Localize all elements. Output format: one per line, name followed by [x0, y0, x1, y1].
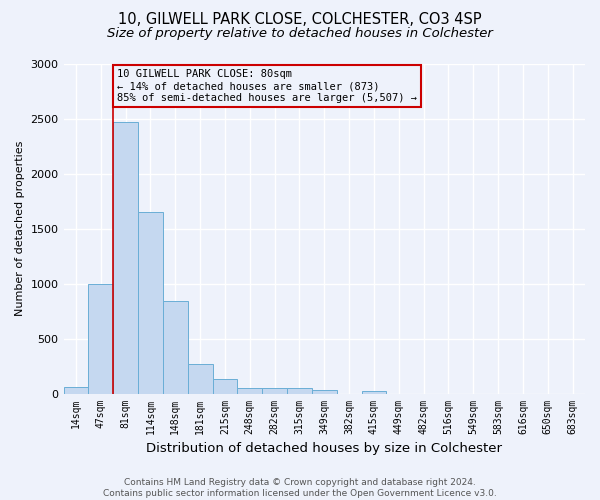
Bar [262, 388, 287, 394]
Bar [287, 388, 312, 394]
Bar [138, 212, 163, 394]
Bar [188, 364, 212, 394]
Bar [212, 380, 238, 394]
Bar [88, 284, 113, 394]
X-axis label: Distribution of detached houses by size in Colchester: Distribution of detached houses by size … [146, 442, 502, 455]
Text: Size of property relative to detached houses in Colchester: Size of property relative to detached ho… [107, 28, 493, 40]
Text: 10, GILWELL PARK CLOSE, COLCHESTER, CO3 4SP: 10, GILWELL PARK CLOSE, COLCHESTER, CO3 … [118, 12, 482, 28]
Bar [163, 302, 188, 394]
Bar [238, 388, 262, 394]
Text: Contains HM Land Registry data © Crown copyright and database right 2024.
Contai: Contains HM Land Registry data © Crown c… [103, 478, 497, 498]
Bar [312, 390, 337, 394]
Y-axis label: Number of detached properties: Number of detached properties [15, 141, 25, 316]
Bar [64, 387, 88, 394]
Bar [113, 122, 138, 394]
Text: 10 GILWELL PARK CLOSE: 80sqm
← 14% of detached houses are smaller (873)
85% of s: 10 GILWELL PARK CLOSE: 80sqm ← 14% of de… [117, 70, 417, 102]
Bar [362, 391, 386, 394]
